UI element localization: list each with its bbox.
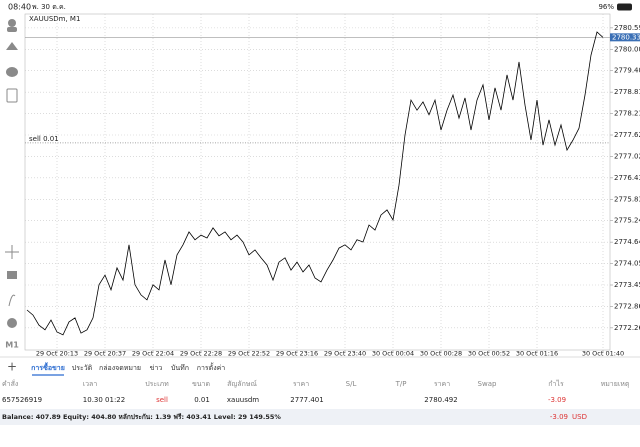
y-tick-label: 2780.000 [614, 45, 640, 53]
column-header: คำสั่ง [2, 379, 18, 388]
account-icon-body [7, 27, 17, 32]
cell-type: sell [156, 396, 168, 404]
battery-icon [617, 3, 632, 11]
cell-price: 2777.401 [290, 396, 323, 404]
column-header: T/P [395, 380, 407, 388]
y-tick-label: 2776.430 [614, 174, 640, 182]
y-tick-label: 2772.265 [614, 324, 640, 332]
tab[interactable]: การตั้งค่า [197, 361, 226, 372]
y-tick-label: 2778.810 [614, 88, 640, 96]
order-line-label: sell 0.01 [29, 135, 59, 143]
y-tick-label: 2777.620 [614, 131, 640, 139]
chart-title: XAUUSDm, M1 [29, 15, 80, 23]
y-tick-label: 2775.835 [614, 195, 640, 203]
cell-symbol: xauusdm [227, 396, 259, 404]
x-tick-label: 30 Oct 00:04 [372, 350, 414, 358]
x-tick-label: 30 Oct 01:40 [582, 350, 624, 358]
chat-icon[interactable] [6, 67, 18, 77]
function-icon[interactable] [8, 294, 16, 307]
cell-time: 10.30 01:22 [83, 396, 125, 404]
balance-profit: -3.09 [550, 413, 568, 421]
cell-profit: -3.09 [548, 396, 566, 404]
column-header: สัญลักษณ์ [227, 380, 257, 388]
tab[interactable]: การซื้อขาย [31, 361, 65, 372]
x-tick-label: 30 Oct 00:52 [468, 350, 510, 358]
y-tick-label: 2774.645 [614, 238, 640, 246]
column-header: Swap [478, 380, 497, 388]
balance-currency: USD [572, 413, 587, 421]
column-header: S/L [346, 380, 357, 388]
x-tick-label: 29 Oct 22:52 [228, 350, 270, 358]
column-header: ราคา [434, 380, 450, 388]
x-tick-label: 29 Oct 23:16 [276, 350, 318, 358]
column-header: ประเภท [145, 380, 169, 388]
x-tick-label: 29 Oct 22:28 [180, 350, 222, 358]
status-date: พ. 30 ต.ค. [32, 3, 66, 11]
column-header: เวลา [83, 380, 98, 388]
timeframe-button[interactable]: M1 [5, 341, 19, 350]
column-header: กำไร [548, 379, 564, 388]
new-order-icon[interactable] [6, 88, 18, 103]
tab[interactable]: บันทึก [171, 363, 189, 372]
indicator-icon[interactable] [7, 271, 17, 279]
balance-bar [0, 409, 640, 425]
left-toolbar: M1 [5, 19, 19, 350]
x-tick-label: 29 Oct 23:40 [324, 350, 366, 358]
y-tick-label: 2774.050 [614, 260, 640, 268]
tab[interactable]: ประวัติ [72, 364, 93, 372]
x-tick-label: 29 Oct 20:13 [36, 350, 78, 358]
column-header: ราคา [293, 380, 309, 388]
x-tick-label: 30 Oct 00:28 [420, 350, 462, 358]
status-time: 08:40 [8, 3, 31, 12]
status-battery: 96% [598, 3, 614, 11]
x-tick-label: 30 Oct 01:16 [516, 350, 558, 358]
x-tick-label: 29 Oct 22:04 [132, 350, 174, 358]
y-tick-label: 2780.595 [614, 24, 640, 32]
cell-order: 657526919 [2, 396, 42, 404]
y-tick-label: 2777.025 [614, 152, 640, 160]
crosshair-icon[interactable] [5, 245, 19, 259]
add-button[interactable]: + [7, 360, 17, 374]
y-tick-label: 2772.860 [614, 302, 640, 310]
column-header: หมายเหตุ [601, 380, 630, 388]
plot-frame [24, 13, 611, 351]
tab[interactable]: กล่องจดหมาย [99, 364, 141, 372]
y-tick-label: 2775.24 [614, 217, 640, 225]
price-line [26, 31, 604, 336]
cell-volume: 0.01 [194, 396, 210, 404]
x-tick-label: 29 Oct 20:37 [84, 350, 126, 358]
account-icon[interactable] [8, 19, 16, 27]
trade-icon[interactable] [6, 42, 18, 50]
last-price-box [610, 33, 640, 42]
y-tick-label: 2778.215 [614, 110, 640, 118]
tab[interactable]: ข่าว [150, 364, 163, 372]
objects-icon[interactable] [7, 318, 17, 328]
y-tick-label: 2779.405 [614, 67, 640, 75]
column-header: ขนาด [192, 380, 210, 388]
balance-text: Balance: 407.89 Equity: 404.80 หลักประกั… [2, 413, 281, 421]
y-tick-label: 2773.455 [614, 281, 640, 289]
last-price-label: 2780.332 [612, 33, 640, 41]
cell-current-price: 2780.492 [424, 396, 457, 404]
